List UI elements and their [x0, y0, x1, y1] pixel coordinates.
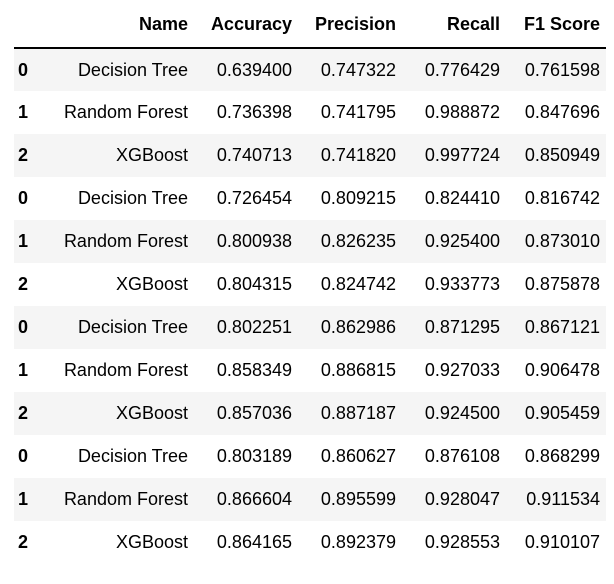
cell-precision: 0.747322 [320, 59, 396, 80]
cell-accuracy: 0.857036 [216, 403, 292, 423]
cell-recall: 0.928553 [424, 532, 500, 552]
table-row: 1 Random Forest 0.866604 0.895599 0.9280… [14, 478, 606, 521]
row-index: 0 [18, 59, 29, 80]
table-row: 2 XGBoost 0.740713 0.741820 0.997724 0.8… [14, 134, 606, 177]
cell-accuracy: 0.736398 [216, 102, 292, 122]
cell-accuracy: 0.803189 [216, 446, 292, 466]
cell-precision: 0.862986 [320, 317, 396, 337]
table-row: 1 Random Forest 0.858349 0.886815 0.9270… [14, 349, 606, 392]
cell-f1-score: 0.761598 [524, 59, 600, 80]
table-row: 2 XGBoost 0.857036 0.887187 0.924500 0.9… [14, 392, 606, 435]
cell-precision: 0.860627 [320, 446, 396, 466]
cell-f1-score: 0.875878 [524, 274, 600, 294]
cell-accuracy: 0.639400 [216, 59, 292, 80]
cell-recall: 0.997724 [424, 145, 500, 165]
cell-recall: 0.925400 [424, 231, 500, 251]
column-header-accuracy: Accuracy [194, 2, 298, 49]
row-index: 1 [18, 489, 29, 509]
cell-name: XGBoost [115, 274, 188, 294]
cell-name: XGBoost [115, 403, 188, 423]
cell-name: Random Forest [63, 231, 188, 251]
cell-name: Random Forest [63, 102, 188, 122]
cell-accuracy: 0.740713 [216, 145, 292, 165]
cell-accuracy: 0.864165 [216, 532, 292, 552]
cell-precision: 0.892379 [320, 532, 396, 552]
cell-f1-score: 0.847696 [524, 102, 600, 122]
cell-name: XGBoost [115, 532, 188, 552]
cell-name: Random Forest [63, 489, 188, 509]
row-index: 0 [18, 446, 29, 466]
column-header-f1-score: F1 Score [506, 2, 606, 49]
cell-recall: 0.824410 [424, 188, 500, 208]
table-row: 0 Decision Tree 0.639400 0.747322 0.7764… [14, 48, 606, 91]
table-row: 2 XGBoost 0.864165 0.892379 0.928553 0.9… [14, 521, 606, 564]
cell-accuracy: 0.858349 [216, 360, 292, 380]
cell-name: Random Forest [63, 360, 188, 380]
cell-accuracy: 0.802251 [216, 317, 292, 337]
table-row: 0 Decision Tree 0.726454 0.809215 0.8244… [14, 177, 606, 220]
cell-name: Decision Tree [77, 446, 188, 466]
metrics-table: Name Accuracy Precision Recall F1 Score … [14, 2, 606, 564]
table-row: 1 Random Forest 0.800938 0.826235 0.9254… [14, 220, 606, 263]
cell-name: Decision Tree [77, 317, 188, 337]
cell-precision: 0.886815 [320, 360, 396, 380]
cell-precision: 0.741795 [320, 102, 396, 122]
row-index: 2 [18, 274, 29, 294]
column-header-name: Name [44, 2, 194, 49]
header-row: Name Accuracy Precision Recall F1 Score [14, 2, 606, 49]
row-index: 1 [18, 360, 29, 380]
row-index: 0 [18, 188, 29, 208]
column-header-precision: Precision [298, 2, 402, 49]
table-row: 2 XGBoost 0.804315 0.824742 0.933773 0.8… [14, 263, 606, 306]
cell-precision: 0.826235 [320, 231, 396, 251]
cell-precision: 0.824742 [320, 274, 396, 294]
cell-f1-score: 0.906478 [524, 360, 600, 380]
cell-accuracy: 0.800938 [216, 231, 292, 251]
cell-recall: 0.876108 [424, 446, 500, 466]
table-row: 0 Decision Tree 0.802251 0.862986 0.8712… [14, 306, 606, 349]
cell-recall: 0.927033 [424, 360, 500, 380]
row-index: 0 [18, 317, 29, 337]
cell-f1-score: 0.850949 [524, 145, 600, 165]
cell-recall: 0.924500 [424, 403, 500, 423]
cell-precision: 0.809215 [320, 188, 396, 208]
cell-f1-score: 0.905459 [524, 403, 600, 423]
dataframe-output: Name Accuracy Precision Recall F1 Score … [14, 2, 606, 564]
cell-recall: 0.776429 [424, 59, 500, 80]
cell-accuracy: 0.726454 [216, 188, 292, 208]
table-row: 1 Random Forest 0.736398 0.741795 0.9888… [14, 91, 606, 134]
cell-precision: 0.895599 [320, 489, 396, 509]
cell-f1-score: 0.873010 [524, 231, 600, 251]
cell-recall: 0.933773 [424, 274, 500, 294]
row-index: 2 [18, 145, 29, 165]
table-row: 0 Decision Tree 0.803189 0.860627 0.8761… [14, 435, 606, 478]
cell-name: Decision Tree [77, 188, 188, 208]
cell-f1-score: 0.867121 [524, 317, 600, 337]
table-header: Name Accuracy Precision Recall F1 Score [14, 2, 606, 49]
row-index: 1 [18, 102, 29, 122]
cell-accuracy: 0.804315 [216, 274, 292, 294]
cell-recall: 0.871295 [424, 317, 500, 337]
table-body: 0 Decision Tree 0.639400 0.747322 0.7764… [14, 48, 606, 564]
cell-recall: 0.928047 [424, 489, 500, 509]
cell-name: XGBoost [115, 145, 188, 165]
cell-recall: 0.988872 [424, 102, 500, 122]
row-index: 2 [18, 403, 29, 423]
cell-precision: 0.741820 [320, 145, 396, 165]
cell-f1-score: 0.816742 [524, 188, 600, 208]
cell-f1-score: 0.910107 [524, 532, 600, 552]
row-index: 2 [18, 532, 29, 552]
cell-f1-score: 0.868299 [524, 446, 600, 466]
index-column-header [14, 2, 44, 49]
cell-precision: 0.887187 [320, 403, 396, 423]
cell-accuracy: 0.866604 [216, 489, 292, 509]
row-index: 1 [18, 231, 29, 251]
cell-f1-score: 0.911534 [526, 489, 600, 509]
cell-name: Decision Tree [77, 59, 188, 80]
column-header-recall: Recall [402, 2, 506, 49]
